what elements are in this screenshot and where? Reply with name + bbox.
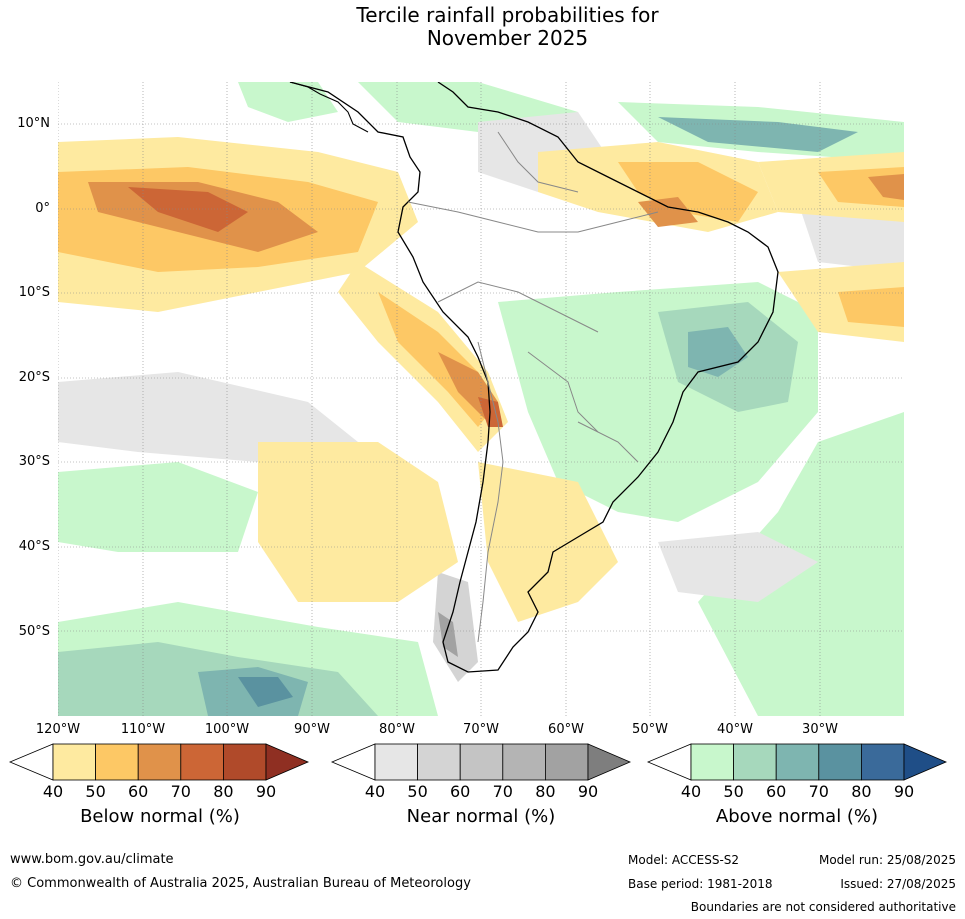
below-region-argentina <box>478 462 618 622</box>
lat-label-0: 0° <box>35 201 50 216</box>
graticule <box>58 82 904 716</box>
near-tick-50: 50 <box>407 782 428 801</box>
below-tick-60: 60 <box>128 782 149 801</box>
title-line-2: November 2025 <box>426 26 589 50</box>
below-region-amazon-mouth <box>638 197 698 227</box>
above-tick-40: 40 <box>680 782 702 801</box>
below-tick-80: 80 <box>213 782 234 801</box>
colorbar-extend-high <box>903 743 948 781</box>
lon-label-40w: 40°W <box>717 722 753 737</box>
lat-label-20s: 20°S <box>18 370 50 385</box>
lon-label-50w: 50°W <box>632 722 668 737</box>
below-normal-colorbar <box>8 743 310 781</box>
colorbar-segment <box>544 743 589 781</box>
colorbar-segment <box>690 743 734 781</box>
near-tick-70: 70 <box>492 782 513 801</box>
lon-label-70w: 70°W <box>463 722 499 737</box>
below-region-equatorial-pacific-4 <box>128 187 248 232</box>
below-tick-50: 50 <box>85 782 106 801</box>
above-region-south-pacific-4 <box>238 677 293 707</box>
colorbar-extend-high <box>587 743 632 781</box>
above-region-atlantic-north-2 <box>658 117 858 152</box>
colorbar-segment <box>860 743 905 781</box>
colorbar-segment <box>52 743 96 781</box>
near-region-patagonia-2 <box>438 612 458 657</box>
lon-label-110w: 110°W <box>120 722 166 737</box>
below-region-south-atlantic-2 <box>838 287 904 327</box>
near-tick-40: 40 <box>364 782 386 801</box>
above-tick-50: 50 <box>723 782 744 801</box>
near-tick-90: 90 <box>577 782 599 801</box>
near-normal-label: Near normal (%) <box>406 806 556 827</box>
near-tick-60: 60 <box>450 782 471 801</box>
lat-label-10n: 10°N <box>17 116 50 131</box>
central-america-coastline <box>289 82 369 133</box>
near-region-south-atlantic <box>658 532 818 602</box>
model-name: Model: ACCESS-S2 <box>628 853 740 867</box>
model-run-date: Model run: 25/08/2025 <box>818 853 956 867</box>
colorbar-extend-high <box>265 743 310 781</box>
colorbar-segment <box>459 743 504 781</box>
above-region-pacific-east <box>238 82 338 122</box>
near-normal-colorbar <box>330 743 632 781</box>
rainfall-probability-map <box>58 82 904 716</box>
above-region-pacific-west <box>58 462 258 552</box>
above-tick-70: 70 <box>808 782 829 801</box>
colorbar-extend-low <box>646 743 692 781</box>
colorbar-segment <box>222 743 267 781</box>
colorbar-segment <box>374 743 418 781</box>
lon-label-60w: 60°W <box>548 722 584 737</box>
colorbar-segment <box>180 743 224 781</box>
colorbar-extend-low <box>330 743 376 781</box>
colorbar-segment <box>417 743 461 781</box>
above-region-brazil-3 <box>688 327 748 377</box>
lon-label-30w: 30°W <box>802 722 838 737</box>
above-tick-60: 60 <box>766 782 787 801</box>
colorbar-segment <box>95 743 139 781</box>
lat-label-50s: 50°S <box>18 624 50 639</box>
country-borders <box>407 131 659 643</box>
south-america-coastline <box>289 82 779 673</box>
lon-label-120w: 120°W <box>35 722 81 737</box>
boundaries-disclaimer: Boundaries are not considered authoritat… <box>690 900 956 914</box>
below-tick-40: 40 <box>42 782 64 801</box>
lat-label-40s: 40°S <box>18 539 50 554</box>
above-tick-90: 90 <box>893 782 915 801</box>
below-tick-90: 90 <box>255 782 277 801</box>
colorbar-segment <box>775 743 820 781</box>
base-period: Base period: 1981-2018 <box>628 877 773 891</box>
map-title: Tercile rainfall probabilities for Novem… <box>0 4 965 50</box>
copyright-text: © Commonwealth of Australia 2025, Austra… <box>10 876 471 891</box>
above-tick-80: 80 <box>851 782 872 801</box>
below-region-equatorial-atlantic-3 <box>868 174 904 200</box>
lon-label-80w: 80°W <box>379 722 415 737</box>
below-tick-70: 70 <box>170 782 191 801</box>
lat-label-30s: 30°S <box>18 454 50 469</box>
colorbar-segment <box>137 743 182 781</box>
below-region-northeast-brazil-2 <box>618 162 758 222</box>
near-region-pacific <box>58 372 358 462</box>
colorbar-segment <box>502 743 546 781</box>
lat-label-10s: 10°S <box>18 285 50 300</box>
lon-label-100w: 100°W <box>204 722 250 737</box>
lon-label-90w: 90°W <box>294 722 330 737</box>
near-tick-80: 80 <box>535 782 556 801</box>
website-link[interactable]: www.bom.gov.au/climate <box>10 852 174 867</box>
below-region-southeast-pacific <box>258 442 458 602</box>
below-normal-regions <box>58 137 904 622</box>
above-normal-label: Above normal (%) <box>715 806 879 827</box>
issued-date: Issued: 27/08/2025 <box>840 877 956 891</box>
colorbar-extend-low <box>8 743 54 781</box>
below-normal-label: Below normal (%) <box>80 806 240 827</box>
near-region-patagonia <box>433 572 478 682</box>
colorbar-segment <box>733 743 777 781</box>
above-normal-colorbar <box>646 743 948 781</box>
title-line-1: Tercile rainfall probabilities for <box>356 3 659 27</box>
colorbar-segment <box>818 743 862 781</box>
